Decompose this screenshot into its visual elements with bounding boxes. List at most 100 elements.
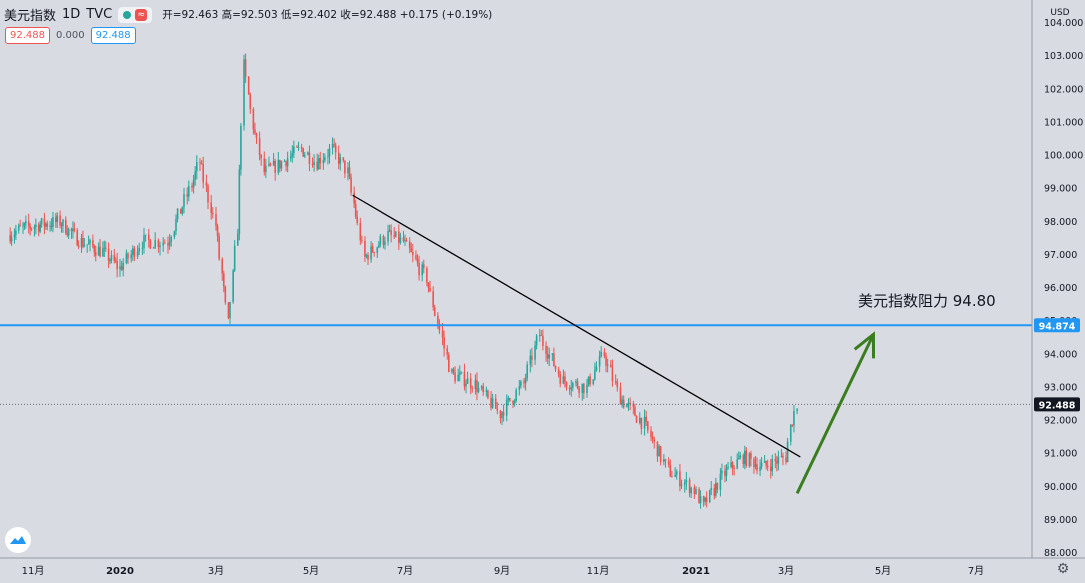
price-bar-body <box>427 282 430 288</box>
price-bar-body <box>22 225 24 227</box>
price-bar-body <box>122 262 124 270</box>
price-bar-body <box>274 160 276 173</box>
price-bar-body <box>674 474 676 477</box>
price-bar-body <box>782 455 784 458</box>
price-bar-body <box>29 225 31 229</box>
x-tick-label: 11月 <box>22 565 45 577</box>
price-bar-body <box>159 245 161 248</box>
price-bar-body <box>433 307 436 316</box>
price-bar-body <box>227 302 230 319</box>
price-bar-body <box>777 456 780 464</box>
price-bar-body <box>679 471 681 487</box>
price-bar-body <box>502 412 505 416</box>
price-bar-body <box>387 231 389 242</box>
price-bar-body <box>663 459 665 462</box>
price-bar-body <box>76 230 79 246</box>
price-bar-body <box>181 207 184 214</box>
price-bar-body <box>279 159 281 169</box>
price-bar-body <box>559 374 562 384</box>
price-bar-body <box>221 259 224 274</box>
price-bar-body <box>402 237 405 242</box>
projection-arrow-head <box>853 331 876 359</box>
price-axis[interactable]: USD 88.000 89.000 90.000 91.000 92.000 93.000 9… <box>1031 0 1085 559</box>
price-bar-body <box>194 171 196 180</box>
price-bar-body <box>715 483 717 496</box>
price-bar-body <box>725 468 728 477</box>
price-bar-body <box>605 355 607 366</box>
price-bar-body <box>708 489 711 503</box>
price-bar-body <box>621 399 623 405</box>
price-bar-body <box>432 291 434 308</box>
price-bar-body <box>237 234 239 246</box>
gear-icon[interactable]: ⚙ <box>1056 561 1070 577</box>
price-bar-body <box>538 335 541 337</box>
price-bar-body <box>704 497 706 502</box>
price-bar-body <box>426 268 428 283</box>
price-bar-body <box>316 161 318 170</box>
price-bar-body <box>13 234 16 238</box>
price-bar-body <box>471 388 474 390</box>
price-bar-body <box>724 470 726 477</box>
price-bar-body <box>138 248 140 252</box>
time-axis[interactable]: 11月 2020 3月 5月 7月 9月 11月 2021 3月 5月 7月 <box>0 557 1085 577</box>
price-bar-body <box>627 402 630 405</box>
price-bar-body <box>634 406 636 417</box>
price-bar-body <box>216 225 219 237</box>
tradingview-logo-icon[interactable] <box>5 527 31 553</box>
price-bar-body <box>215 214 217 226</box>
price-bar-body <box>451 369 453 373</box>
price-bar-body <box>412 252 414 256</box>
price-bar-body <box>658 446 660 457</box>
price-bar-body <box>545 345 547 354</box>
price-bar-body <box>619 387 622 405</box>
price-bar-body <box>499 410 502 419</box>
price-bar-body <box>154 240 156 248</box>
price-bar-body <box>297 147 300 148</box>
price-bar-body <box>482 386 485 392</box>
price-bar-body <box>300 147 303 149</box>
price-bar-body <box>364 240 366 257</box>
price-bar-body <box>311 163 314 166</box>
price-bar-body <box>578 387 580 393</box>
price-bar-body <box>354 203 357 217</box>
symbol-name[interactable]: 美元指数 <box>4 9 57 24</box>
price-bar-body <box>664 459 667 461</box>
interval-label[interactable]: 1D <box>62 7 81 22</box>
chart-header: 美元指数 1D TVC ≈ 开=92.463 高=92.503 低=92.402… <box>4 5 492 24</box>
price-bar-body <box>611 367 614 382</box>
price-bar-body <box>317 158 320 170</box>
price-bar-body <box>277 159 280 173</box>
price-bar-body <box>384 241 386 245</box>
price-bar-body <box>376 247 379 253</box>
price-bar-body <box>656 441 659 457</box>
price-bar-body <box>526 364 528 379</box>
price-bar-body <box>56 215 59 223</box>
price-bar-body <box>487 390 489 398</box>
price-bar-body <box>94 252 97 256</box>
price-bar-body <box>283 161 286 163</box>
price-bar-body <box>83 245 86 247</box>
price-bar-body <box>535 335 538 346</box>
price-bar-body <box>170 237 172 242</box>
price-bar-body <box>598 356 601 367</box>
price-bar-body <box>702 496 705 502</box>
price-bar-body <box>222 273 225 287</box>
source-label[interactable]: TVC <box>86 7 113 22</box>
price-bar-body <box>359 222 362 241</box>
price-bar-body <box>793 410 795 426</box>
price-bar-body <box>65 219 67 234</box>
price-bar-body <box>265 165 267 173</box>
price-bar-body <box>476 380 478 392</box>
visibility-toggle[interactable]: ≈ <box>118 6 153 23</box>
price-bar-body <box>390 230 392 236</box>
price-bar-body <box>587 376 590 385</box>
price-bar-body <box>67 228 70 236</box>
price-bar-body <box>529 355 532 365</box>
price-bar-body <box>114 260 117 262</box>
price-bar-body <box>207 185 209 203</box>
price-bar-body <box>786 441 789 463</box>
price-bar-body <box>175 218 177 232</box>
price-bar-body <box>443 337 445 349</box>
price-bar-body <box>43 218 46 227</box>
